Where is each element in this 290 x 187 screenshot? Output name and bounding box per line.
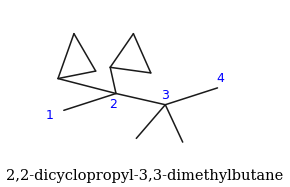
Text: 2,2-dicyclopropyl-3,3-dimethylbutane: 2,2-dicyclopropyl-3,3-dimethylbutane <box>6 169 284 183</box>
Text: 3: 3 <box>161 89 169 102</box>
Text: 4: 4 <box>216 72 224 85</box>
Text: 2: 2 <box>109 98 117 111</box>
Text: 1: 1 <box>45 109 53 122</box>
